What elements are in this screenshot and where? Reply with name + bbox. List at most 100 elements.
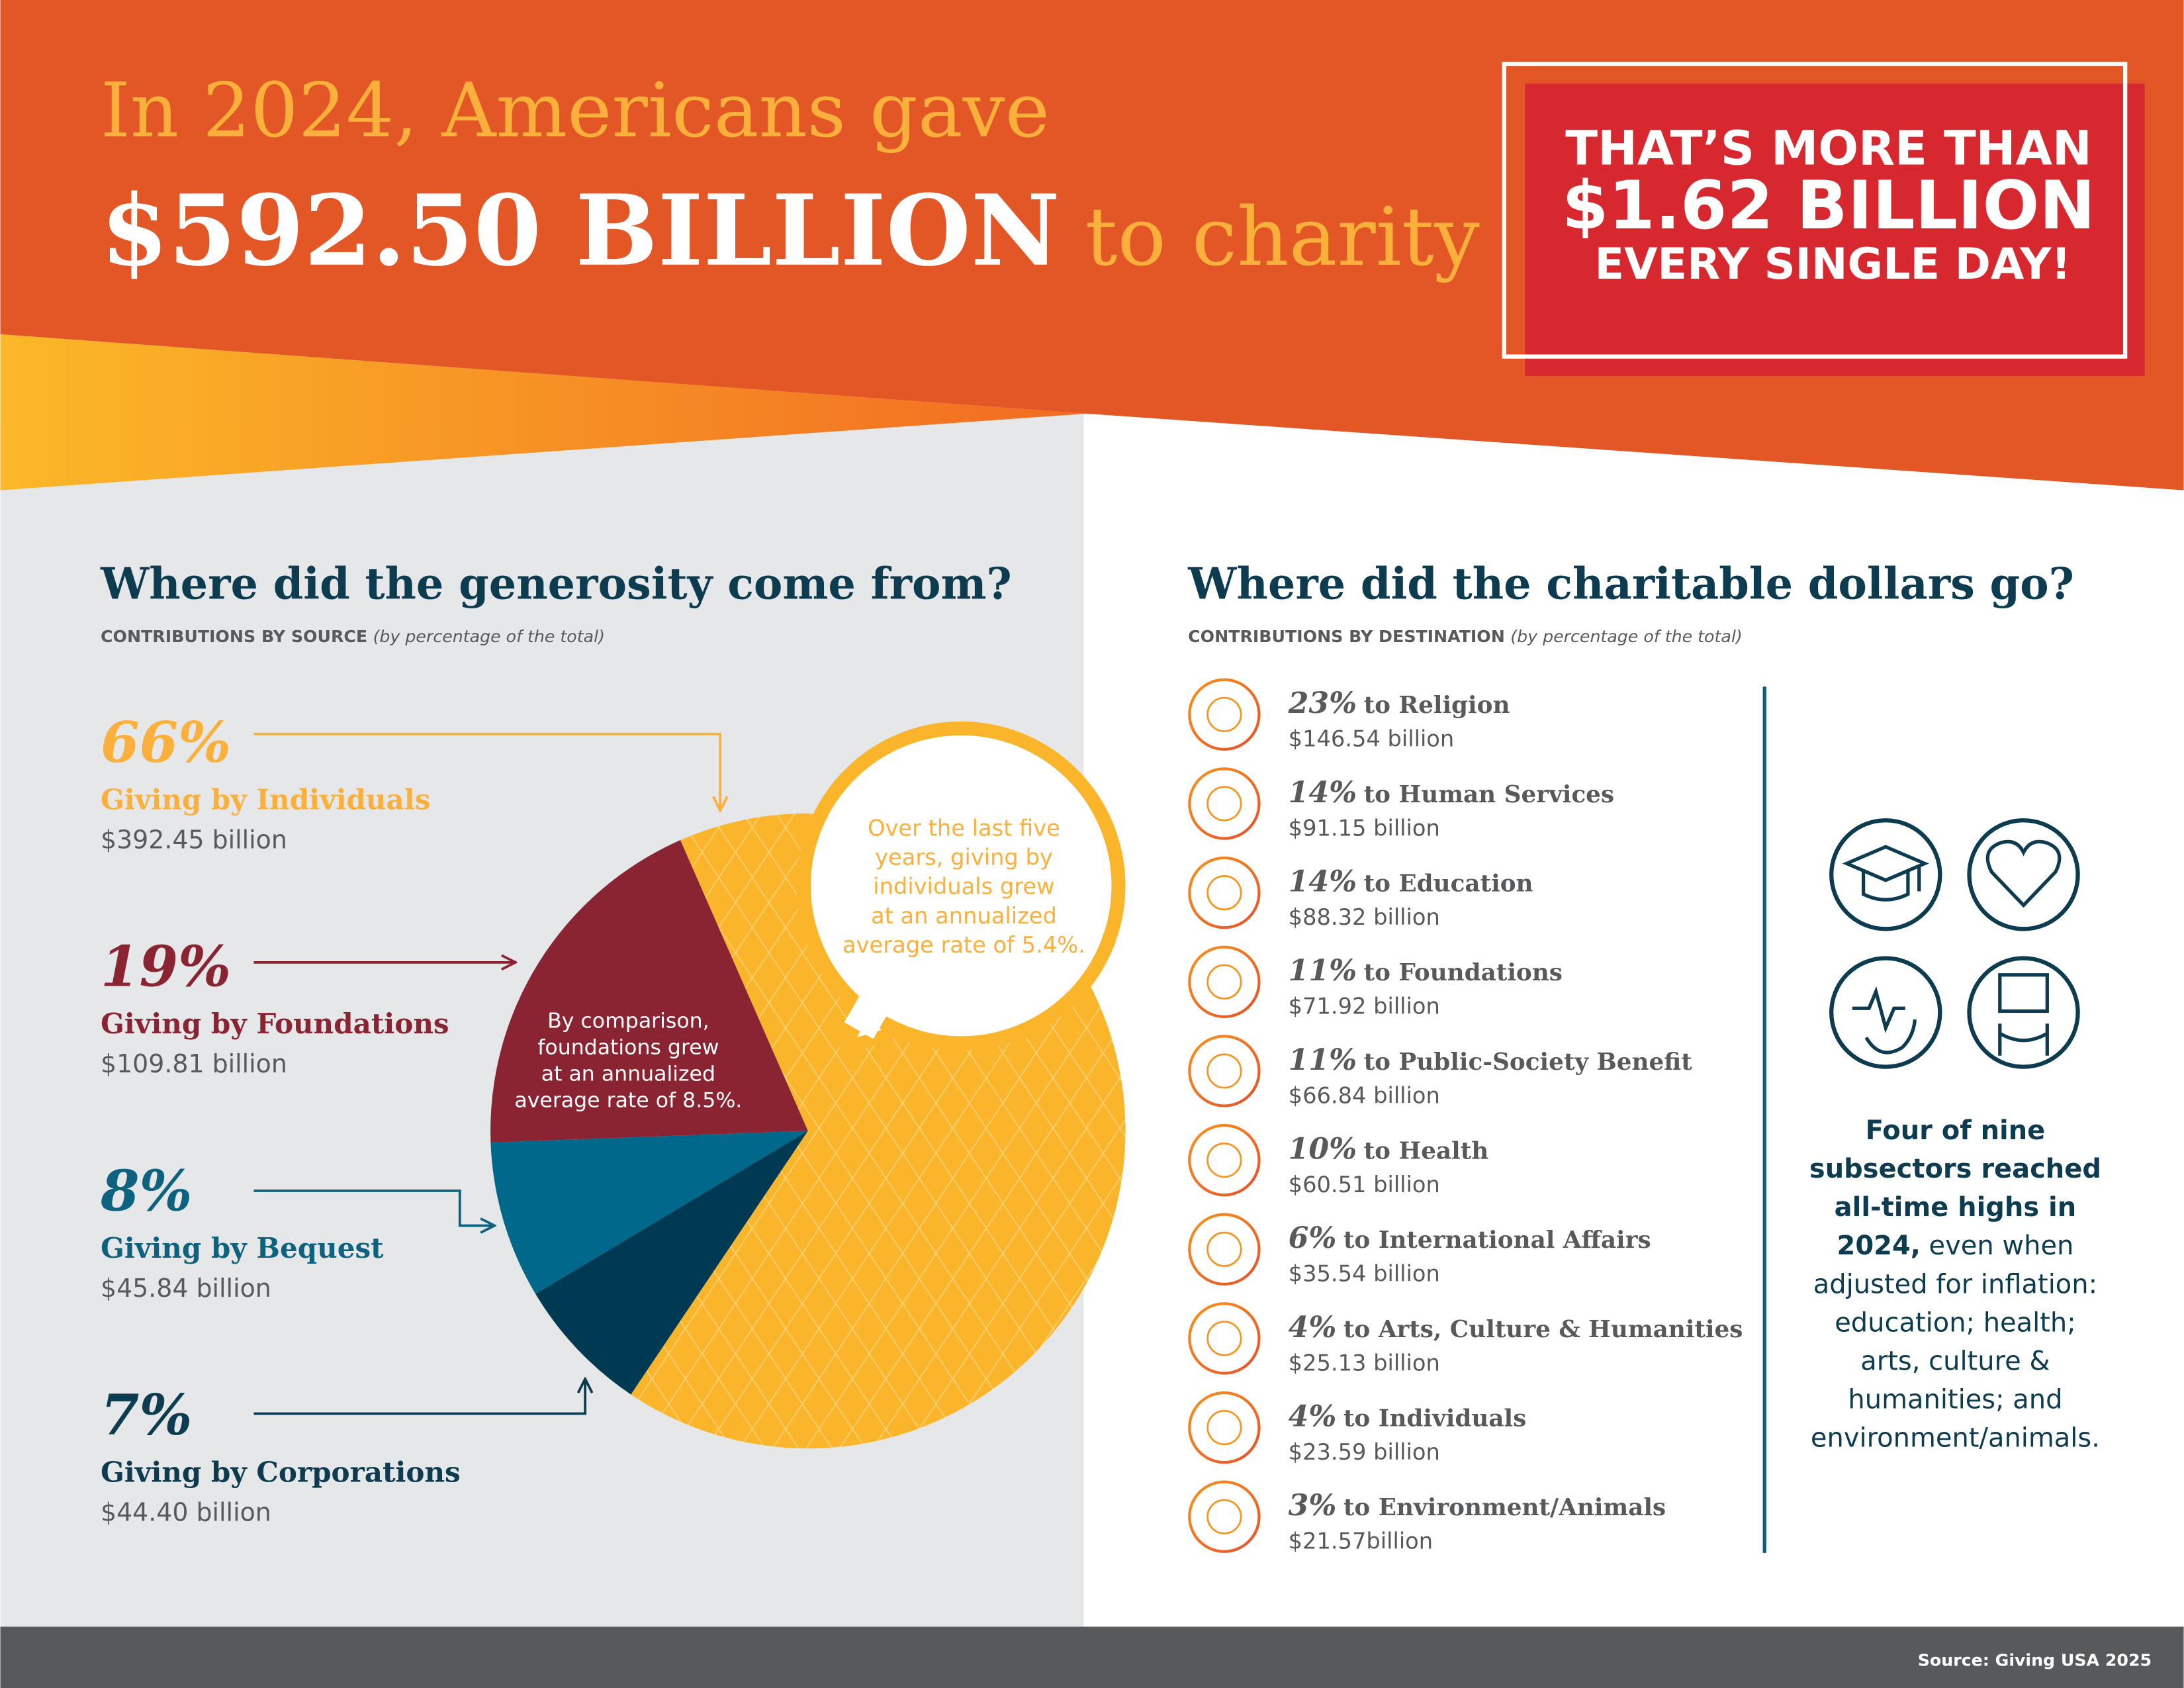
callout-line3: EVERY SINGLE DAY!: [1594, 239, 2071, 289]
pie-subtitle: CONTRIBUTIONS BY SOURCE (by percentage of…: [101, 627, 605, 646]
source-amount: $109.81 billion: [101, 1049, 287, 1078]
note-text: even when: [1929, 1231, 2074, 1261]
callout-box: [1525, 83, 2145, 377]
pie-slice: [490, 840, 808, 1143]
destination-entry: 14% to Education: [1289, 865, 1533, 899]
note-line: subsectors reached: [1809, 1154, 2101, 1184]
arrow: [253, 1189, 494, 1226]
note-text: arts, culture &: [1860, 1346, 2050, 1376]
source-label: Giving by Bequest: [101, 1231, 384, 1264]
annotation-line: Over the last five: [868, 815, 1060, 841]
destination-icon: [1188, 945, 1261, 1018]
note-bold: all-time highs in: [1835, 1192, 2077, 1223]
pie-subtitle-note: (by percentage of the total): [373, 627, 605, 646]
destination-amount: $91.15 billion: [1289, 815, 1440, 841]
source-percent: 19%: [101, 934, 231, 1000]
destination-entry: 3% to Environment/Animals: [1289, 1489, 1666, 1523]
note-text: adjusted for inflation:: [1813, 1269, 2097, 1299]
destination-icon-inner: [1206, 1231, 1242, 1267]
footer-bar: [0, 1626, 2184, 1688]
headline-suffix: to charity: [1085, 190, 1479, 284]
source-percent: 66%: [101, 710, 231, 775]
note-line: environment/animals.: [1811, 1423, 2100, 1454]
destination-icon-inner: [1206, 1053, 1242, 1089]
destination-label: to Individuals: [1343, 1404, 1526, 1432]
pie-slice: [490, 1131, 808, 1294]
callout-amount: $1.62 BILLION: [1562, 166, 2095, 244]
dest-title: Where did the charitable dollars go?: [1187, 559, 2074, 610]
destination-icon: [1188, 1480, 1261, 1553]
note-line: all-time highs in: [1835, 1192, 2077, 1223]
source-amount: $44.40 billion: [101, 1498, 271, 1527]
source-label: Giving by Individuals: [101, 782, 430, 816]
note-line: 2024, even when: [1837, 1231, 2074, 1261]
destination-icon: [1188, 856, 1261, 929]
destination-percent: 11%: [1289, 1043, 1357, 1077]
source-amount: $392.45 billion: [101, 825, 287, 854]
source-percent: 7%: [101, 1382, 193, 1448]
source-percent: 8%: [100, 1158, 193, 1223]
note-line: education; health;: [1835, 1307, 2075, 1338]
pie-title: Where did the generosity come from?: [100, 559, 1012, 610]
destination-icon: [1188, 678, 1261, 751]
destination-icon: [1188, 1035, 1261, 1107]
note-text: environment/animals.: [1811, 1423, 2100, 1454]
destination-label: to Foundations: [1364, 959, 1563, 986]
destination-amount: $71.92 billion: [1289, 994, 1440, 1019]
destination-entry: 10% to Health: [1289, 1132, 1489, 1166]
destination-icon: [1188, 1391, 1261, 1464]
note-text: education; health;: [1835, 1307, 2075, 1338]
destination-label: to Religion: [1364, 691, 1510, 719]
headline-amount: $592.50 BILLION: [101, 173, 1060, 288]
note-bold: 2024,: [1837, 1231, 1921, 1261]
destination-icon: [1188, 767, 1261, 840]
header-wedge: [0, 334, 1087, 491]
destination-percent: 10%: [1289, 1132, 1357, 1166]
source-amount: $45.84 billion: [101, 1274, 271, 1303]
destination-label: to Education: [1364, 870, 1533, 898]
arrow: [253, 732, 720, 811]
destination-amount: $60.51 billion: [1289, 1172, 1440, 1197]
annotation-line: By comparison,: [547, 1009, 709, 1033]
source-label: Giving by Corporations: [101, 1456, 461, 1489]
destination-percent: 11%: [1289, 954, 1357, 988]
destination-icon-inner: [1206, 875, 1242, 911]
destination-entry: 23% to Religion: [1288, 686, 1510, 720]
note-line: humanities; and: [1848, 1385, 2062, 1415]
destination-icon: [1188, 1213, 1261, 1286]
destination-amount: $35.54 billion: [1289, 1261, 1440, 1287]
destination-entry: 14% to Human Services: [1289, 776, 1614, 810]
destination-label: to Arts, Culture & Humanities: [1343, 1315, 1743, 1343]
pie-slice: [535, 1131, 808, 1395]
destination-percent: 6%: [1289, 1221, 1337, 1255]
destination-amount: $66.84 billion: [1289, 1082, 1440, 1108]
annotation-line: foundations grew: [537, 1036, 719, 1060]
destination-percent: 4%: [1289, 1311, 1337, 1344]
destination-icon-inner: [1206, 964, 1242, 1000]
destination-label: to Human Services: [1364, 780, 1614, 808]
annotation-line: average rate of 8.5%.: [514, 1089, 742, 1113]
destination-icon: [1188, 1123, 1261, 1197]
destination-label: to Environment/Animals: [1343, 1493, 1666, 1521]
destination-icon-inner: [1206, 1321, 1242, 1356]
destination-label: to Public-Society Benefit: [1364, 1048, 1693, 1076]
destination-entry: 4% to Individuals: [1289, 1399, 1527, 1433]
destination-label: to Health: [1364, 1137, 1489, 1164]
source-label: Giving by Foundations: [101, 1007, 449, 1040]
destination-percent: 3%: [1289, 1489, 1337, 1523]
destination-label: to International Affairs: [1343, 1226, 1651, 1254]
destination-percent: 14%: [1289, 776, 1357, 810]
destination-amount: $25.13 billion: [1289, 1350, 1440, 1376]
note-bold: subsectors reached: [1809, 1154, 2101, 1184]
destination-icon-inner: [1206, 1142, 1242, 1178]
annotation-line: years, giving by: [875, 845, 1053, 870]
destination-amount: $146.54 billion: [1289, 726, 1455, 752]
headline-line1: In 2024, Americans gave: [101, 67, 1050, 154]
callout-outline: [1502, 62, 2128, 359]
destination-entry: 11% to Public-Society Benefit: [1289, 1043, 1693, 1077]
dest-subtitle-main: CONTRIBUTIONS BY DESTINATION: [1188, 627, 1505, 646]
destination-entry: 11% to Foundations: [1289, 954, 1563, 988]
destination-amount: $21.57billion: [1289, 1528, 1433, 1554]
